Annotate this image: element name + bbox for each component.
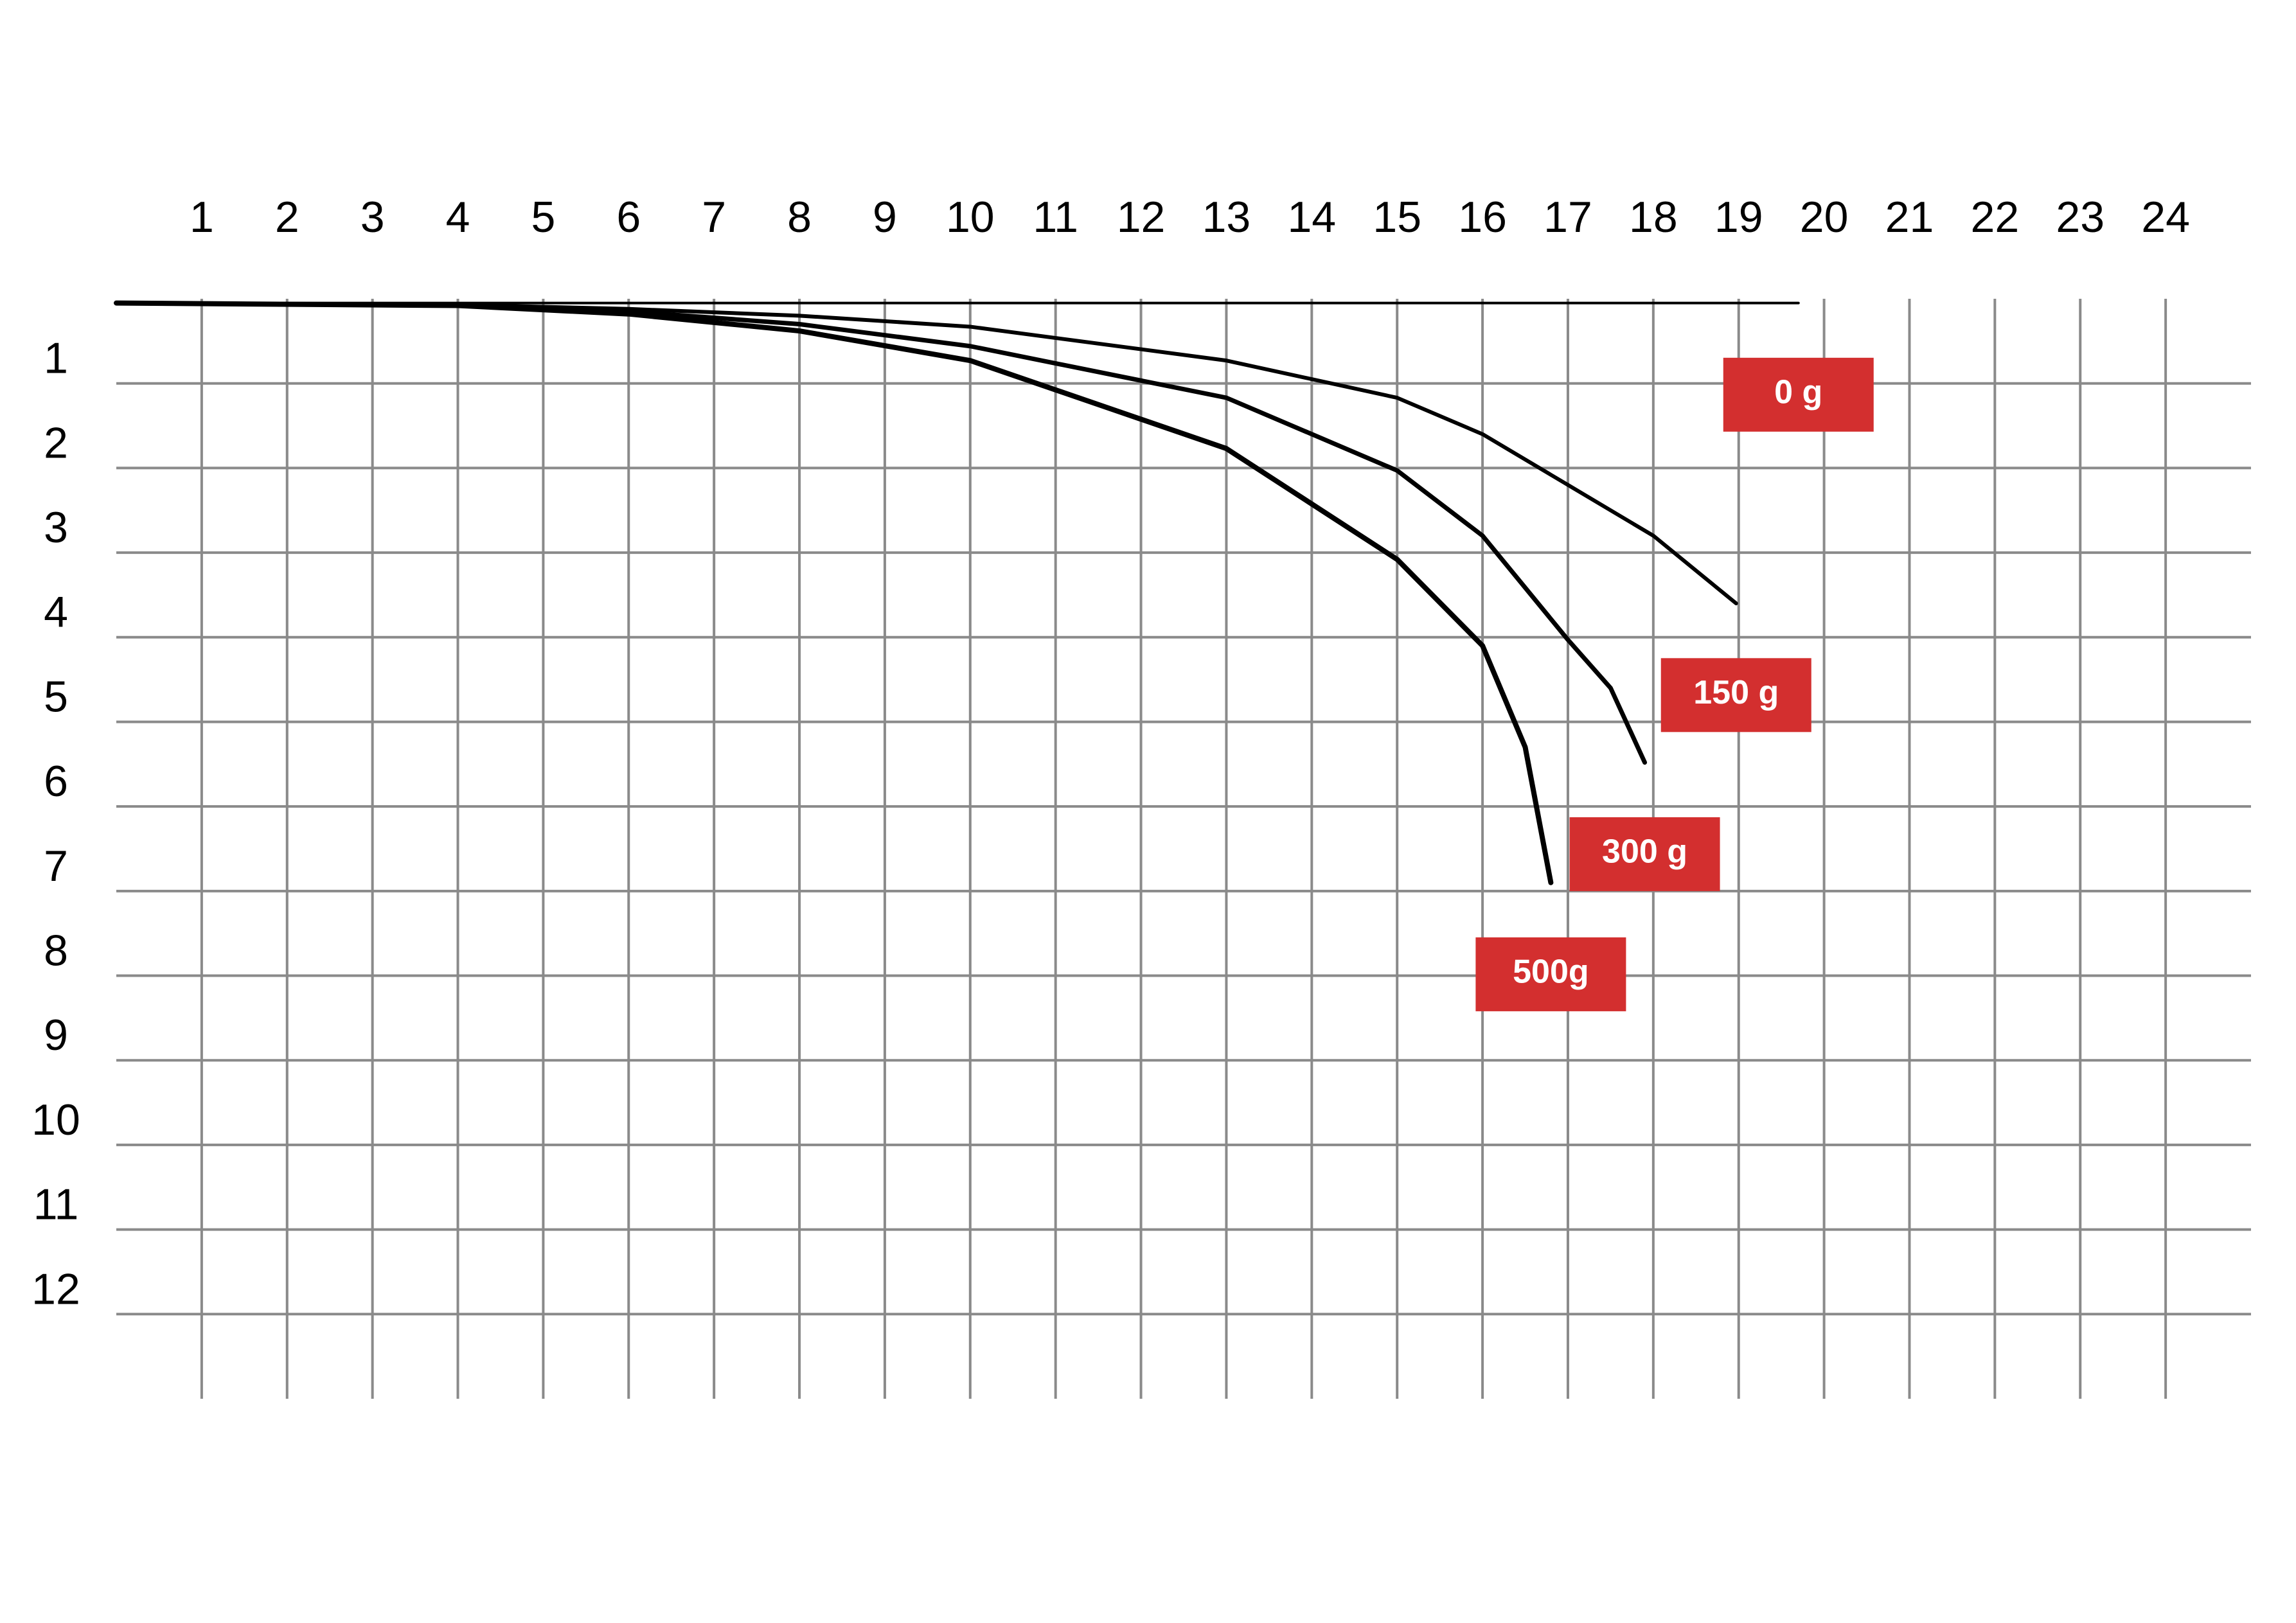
x-tick-label: 10 <box>946 193 995 242</box>
x-tick-label: 23 <box>2056 193 2105 242</box>
x-tick-label: 1 <box>190 193 214 242</box>
series-label: 0 g <box>1774 374 1822 411</box>
y-tick-label: 8 <box>44 927 68 975</box>
x-tick-label: 6 <box>616 193 641 242</box>
series-label: 150 g <box>1693 674 1779 711</box>
x-tick-label: 16 <box>1458 193 1507 242</box>
y-tick-label: 11 <box>33 1180 79 1229</box>
series-label-box <box>1475 937 1626 1011</box>
x-tick-label: 13 <box>1202 193 1251 242</box>
y-tick-label: 5 <box>44 672 68 721</box>
x-tick-label: 11 <box>1033 193 1078 242</box>
y-tick-label: 9 <box>44 1011 68 1060</box>
series-label-box <box>1723 357 1874 432</box>
x-tick-label: 18 <box>1629 193 1678 242</box>
y-tick-label: 4 <box>44 588 68 637</box>
x-tick-label: 22 <box>1971 193 2020 242</box>
series-label: 500g <box>1513 953 1589 991</box>
x-tick-label: 19 <box>1714 193 1763 242</box>
series-line <box>114 300 1554 885</box>
x-tick-label: 17 <box>1544 193 1592 242</box>
x-tick-label: 7 <box>702 193 726 242</box>
y-tick-label: 2 <box>44 418 68 467</box>
y-tick-label: 6 <box>44 757 68 806</box>
x-tick-label: 12 <box>1117 193 1166 242</box>
y-tick-label: 3 <box>44 503 68 552</box>
y-tick-label: 7 <box>44 842 68 891</box>
x-tick-label: 3 <box>360 193 385 242</box>
x-tick-label: 15 <box>1373 193 1421 242</box>
series-label: 300 g <box>1602 833 1687 871</box>
x-tick-label: 20 <box>1800 193 1849 242</box>
x-tick-label: 14 <box>1287 193 1336 242</box>
x-tick-label: 24 <box>2141 193 2190 242</box>
y-tick-label: 10 <box>31 1095 80 1144</box>
series-label-box <box>1569 817 1720 891</box>
y-tick-label: 1 <box>44 334 68 383</box>
y-tick-label: 12 <box>31 1264 80 1313</box>
x-tick-label: 5 <box>531 193 555 242</box>
x-tick-label: 21 <box>1885 193 1934 242</box>
x-tick-label: 4 <box>446 193 470 242</box>
x-tick-label: 2 <box>275 193 299 242</box>
x-tick-label: 9 <box>873 193 897 242</box>
series-label-box <box>1660 658 1811 732</box>
x-tick-label: 8 <box>787 193 812 242</box>
